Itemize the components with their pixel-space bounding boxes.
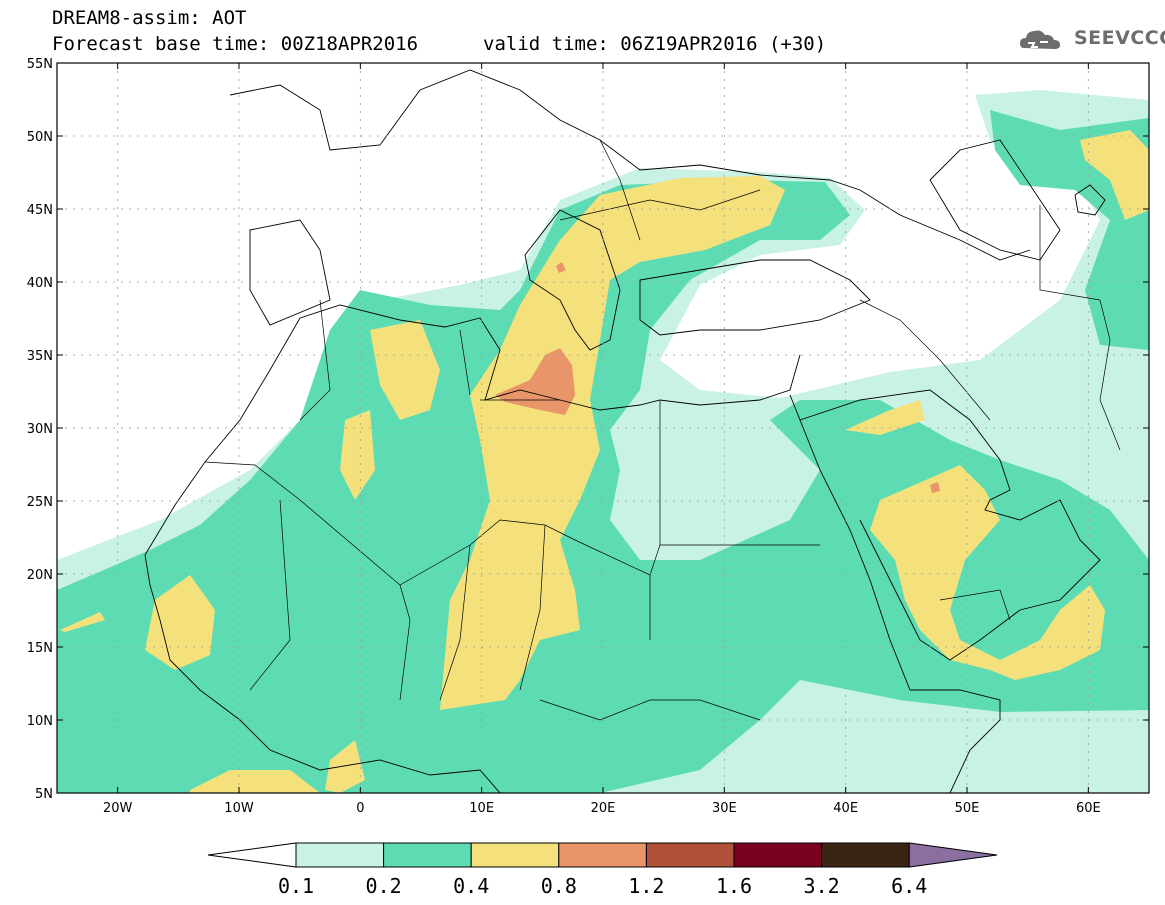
colorbar-segment — [470, 842, 560, 868]
aot-region — [60, 612, 105, 632]
colorbar-segment — [733, 842, 823, 868]
lat-tick-label: 10N — [27, 714, 53, 729]
longitude-labels: 20W 10W 0 10E 20E 30E 40E 50E 60E — [103, 63, 1101, 816]
lon-tick-label: 20W — [103, 801, 133, 816]
latitude-labels: 55N 50N 45N 40N 35N 30N 25N 20N 15N 10N 5N — [27, 57, 1149, 802]
colorbar-label: 1.2 — [628, 874, 664, 898]
lon-tick-label: 40E — [833, 801, 858, 816]
lat-tick-label: 55N — [27, 57, 53, 72]
lat-tick-label: 30N — [27, 422, 53, 437]
logo-text: SEEVCCC — [1074, 27, 1165, 49]
lat-tick-label: 25N — [27, 495, 53, 510]
aot-region — [930, 482, 940, 493]
lat-tick-label: 5N — [35, 787, 53, 802]
aot-region — [145, 575, 215, 670]
aot-region — [57, 180, 1149, 793]
lon-tick-label: 50E — [955, 801, 980, 816]
aot-region — [370, 320, 440, 420]
lon-tick-label: 0 — [356, 801, 364, 816]
lat-tick-label: 15N — [27, 641, 53, 656]
colorbar-label: 6.4 — [891, 874, 927, 898]
colorbar-upper-arrow — [908, 842, 998, 868]
lat-tick-label: 45N — [27, 203, 53, 218]
aot-region — [340, 410, 375, 500]
colorbar-label: 0.1 — [278, 874, 314, 898]
aot-contours — [57, 69, 1149, 793]
aot-region — [556, 262, 566, 273]
lon-tick-label: 60E — [1076, 801, 1101, 816]
aot-region — [190, 770, 320, 793]
colorbar-segment — [558, 842, 647, 868]
lat-tick-label: 35N — [27, 349, 53, 364]
lat-tick-label: 40N — [27, 276, 53, 291]
colorbar-label: 3.2 — [804, 874, 840, 898]
lon-tick-label: 30E — [712, 801, 737, 816]
colorbar-lower-arrow — [207, 842, 297, 868]
aot-region — [845, 400, 925, 435]
colorbar-label: 0.4 — [453, 874, 489, 898]
colorbar-label: 1.6 — [716, 874, 752, 898]
valid-time: valid time: 06Z19APR2016 (+30) — [483, 33, 827, 55]
lon-tick-label: 20E — [591, 801, 616, 816]
map-title: DREAM8-assim: AOT — [52, 7, 247, 29]
aot-region — [120, 680, 300, 780]
colorbar-label: 0.8 — [541, 874, 577, 898]
colorbar-segment — [821, 842, 910, 868]
aot-band-0.8 — [495, 262, 940, 493]
colorbar-segment — [645, 842, 735, 868]
lon-tick-label: 10E — [469, 801, 494, 816]
country-borders — [204, 139, 1121, 721]
colorbar-segment — [295, 842, 385, 868]
lat-tick-label: 20N — [27, 568, 53, 583]
lat-lon-grid — [57, 63, 1149, 793]
colorbar-labels: 0.1 0.2 0.4 0.8 1.2 1.6 3.2 6.4 — [278, 874, 927, 898]
colorbar — [207, 842, 998, 868]
cloud-logo-icon — [1020, 30, 1060, 49]
aot-region — [440, 176, 785, 710]
lon-tick-label: 10W — [224, 801, 254, 816]
colorbar-segment — [383, 842, 472, 868]
aot-region — [325, 740, 365, 793]
aot-region — [495, 348, 575, 415]
aot-region — [1080, 130, 1149, 220]
lat-tick-label: 50N — [27, 130, 53, 145]
forecast-base-time: Forecast base time: 00Z18APR2016 — [52, 33, 419, 55]
aot-band-0.4 — [60, 130, 1149, 793]
colorbar-label: 0.2 — [366, 874, 402, 898]
aot-region — [870, 465, 1105, 680]
